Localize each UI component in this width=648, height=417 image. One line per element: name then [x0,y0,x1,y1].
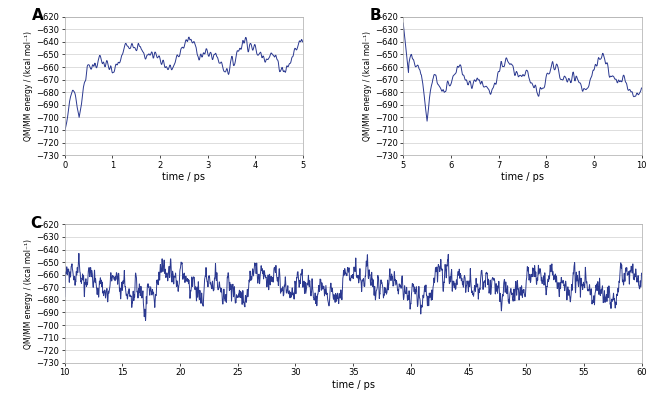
X-axis label: time / ps: time / ps [163,173,205,183]
Text: C: C [30,216,41,231]
X-axis label: time / ps: time / ps [501,173,544,183]
X-axis label: time / ps: time / ps [332,380,375,390]
Y-axis label: QM/MM energy / (kcal mol⁻¹): QM/MM energy / (kcal mol⁻¹) [363,31,372,141]
Y-axis label: QM/MM energy / (kcal mol⁻¹): QM/MM energy / (kcal mol⁻¹) [25,31,34,141]
Y-axis label: QM/MM energy / (kcal mol⁻¹): QM/MM energy / (kcal mol⁻¹) [25,239,34,349]
Text: B: B [370,8,382,23]
Text: A: A [32,8,43,23]
